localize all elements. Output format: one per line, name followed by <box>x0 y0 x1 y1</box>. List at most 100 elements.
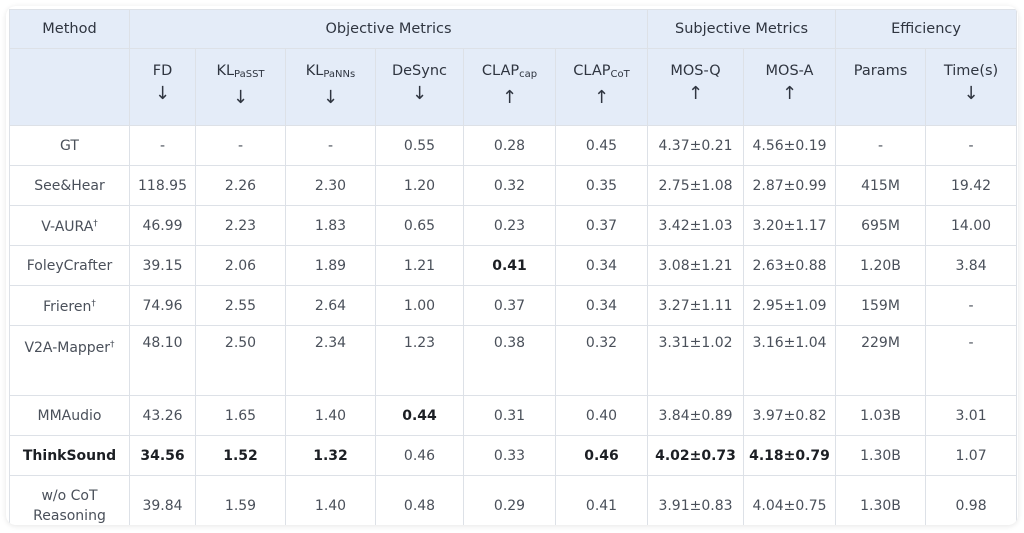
value-cell: - <box>195 125 286 166</box>
method-name: V2A-Mapper <box>24 340 111 356</box>
value-cell: - <box>925 125 1018 166</box>
dagger-mark: † <box>91 299 96 309</box>
method-name: V-AURA <box>41 219 94 235</box>
value-cell: 2.63±0.88 <box>742 245 837 286</box>
table-row: V-AURA† 46.99 2.23 1.83 0.65 0.23 0.37 3.42±1.0… <box>9 205 1018 246</box>
value-cell: 0.33 <box>463 435 556 476</box>
table-row: ThinkSound 34.56 1.52 1.32 0.46 0.33 0.46 4.02±… <box>9 435 1018 476</box>
value-cell: 118.95 <box>129 165 196 206</box>
method-cell: V2A-Mapper† <box>9 325 130 396</box>
col-header-mos-a: MOS-A ↑ <box>742 48 837 126</box>
method-name: See&Hear <box>34 177 105 194</box>
value-cell: 2.06 <box>195 245 286 286</box>
value-cell: 3.27±1.11 <box>647 285 744 326</box>
value-cell: 159M <box>835 285 927 326</box>
method-cell: w/o CoT Reasoning <box>9 475 130 525</box>
table-row: MMAudio 43.26 1.65 1.40 0.44 0.31 0.40 3.84±0.8… <box>9 395 1018 436</box>
value-cell: 19.42 <box>925 165 1018 206</box>
method-name: GT <box>60 137 79 154</box>
col-header-fd: FD ↓ <box>129 48 196 126</box>
value-cell: 0.35 <box>555 165 648 206</box>
value-cell: 3.20±1.17 <box>742 205 837 246</box>
col-header-kl-passt: KLPaSST ↓ <box>195 48 286 126</box>
table-row: GT - - -0.55 0.28 0.45 4.37±0.21 4.56±0.19- - <box>9 125 1018 166</box>
value-cell: 0.55 <box>375 125 464 166</box>
value-cell: 3.84 <box>925 245 1018 286</box>
col-header-clap-cap: CLAPcap ↑ <box>463 48 556 126</box>
value-cell: 4.04±0.75 <box>742 475 837 525</box>
col-header-desync: DeSync ↓ <box>375 48 464 126</box>
value-cell: 39.15 <box>129 245 196 286</box>
method-cell: ThinkSound <box>9 435 130 476</box>
method-cell: GT <box>9 125 130 166</box>
value-cell: 0.28 <box>463 125 556 166</box>
value-cell: 0.41 <box>463 245 556 286</box>
value-cell: 43.26 <box>129 395 196 436</box>
method-name: Frieren <box>43 299 92 315</box>
value-cell: 0.41 <box>555 475 648 525</box>
value-cell: 2.30 <box>285 165 376 206</box>
value-cell: - <box>925 285 1018 326</box>
method-cell: Frieren† <box>9 285 130 326</box>
value-cell: 1.89 <box>285 245 376 286</box>
method-cell: FoleyCrafter <box>9 245 130 286</box>
value-cell: - <box>835 125 927 166</box>
value-cell: 4.02±0.73 <box>647 435 744 476</box>
table-row: FoleyCrafter 39.15 2.06 1.89 1.21 0.41 0.34 3.0… <box>9 245 1018 286</box>
value-cell: 3.16±1.04 <box>742 325 837 396</box>
value-cell: 1.30B <box>835 475 927 525</box>
value-cell: 1.65 <box>195 395 286 436</box>
value-cell: - <box>285 125 376 166</box>
col-header-clap-cot: CLAPCoT ↑ <box>555 48 648 126</box>
value-cell: 3.08±1.21 <box>647 245 744 286</box>
dagger-mark: † <box>110 340 115 350</box>
results-table-card: Method Objective Metrics Subjective Metr… <box>6 6 1018 525</box>
value-cell: 4.37±0.21 <box>647 125 744 166</box>
value-cell: 2.23 <box>195 205 286 246</box>
value-cell: 695M <box>835 205 927 246</box>
value-cell: 1.32 <box>285 435 376 476</box>
method-name: ThinkSound <box>22 447 117 464</box>
col-header-mos-q: MOS-Q ↑ <box>647 48 744 126</box>
header-group-row: Method Objective Metrics Subjective Metr… <box>9 9 1018 49</box>
value-cell: 1.00 <box>375 285 464 326</box>
value-cell: 2.87±0.99 <box>742 165 837 206</box>
table-row: V2A-Mapper† 48.10 2.50 2.34 1.23 0.38 0.32 3.31… <box>9 325 1018 396</box>
value-cell: 0.98 <box>925 475 1018 525</box>
value-cell: 229M <box>835 325 927 396</box>
value-cell: 14.00 <box>925 205 1018 246</box>
value-cell: 3.42±1.03 <box>647 205 744 246</box>
value-cell: 1.30B <box>835 435 927 476</box>
value-cell: 0.37 <box>555 205 648 246</box>
col-header-params: Params <box>835 48 927 126</box>
method-name: FoleyCrafter <box>26 257 113 274</box>
comparison-table: Method Objective Metrics Subjective Metr… <box>9 9 1018 525</box>
value-cell: 1.03B <box>835 395 927 436</box>
table-row: Frieren† 74.96 2.55 2.64 1.00 0.37 0.34 3.27±1.… <box>9 285 1018 326</box>
method-header: Method <box>9 9 130 49</box>
value-cell: 46.99 <box>129 205 196 246</box>
value-cell: 0.31 <box>463 395 556 436</box>
value-cell: - <box>129 125 196 166</box>
value-cell: 3.97±0.82 <box>742 395 837 436</box>
method-cell: See&Hear <box>9 165 130 206</box>
value-cell: 1.52 <box>195 435 286 476</box>
value-cell: 74.96 <box>129 285 196 326</box>
method-header-blank <box>9 48 130 126</box>
value-cell: 3.01 <box>925 395 1018 436</box>
value-cell: 0.38 <box>463 325 556 396</box>
value-cell: 4.18±0.79 <box>742 435 837 476</box>
value-cell: 0.46 <box>375 435 464 476</box>
value-cell: 39.84 <box>129 475 196 525</box>
efficiency-header: Efficiency <box>835 9 1018 49</box>
value-cell: 0.32 <box>555 325 648 396</box>
subjective-metrics-header: Subjective Metrics <box>646 9 837 49</box>
value-cell: 1.20 <box>375 165 464 206</box>
value-cell: 1.07 <box>925 435 1018 476</box>
method-name: w/o CoT Reasoning <box>33 488 106 524</box>
method-cell: V-AURA† <box>9 205 130 246</box>
value-cell: 1.40 <box>285 475 376 525</box>
value-cell: 34.56 <box>129 435 196 476</box>
col-header-time: Time(s) ↓ <box>925 48 1018 126</box>
method-cell: MMAudio <box>9 395 130 436</box>
